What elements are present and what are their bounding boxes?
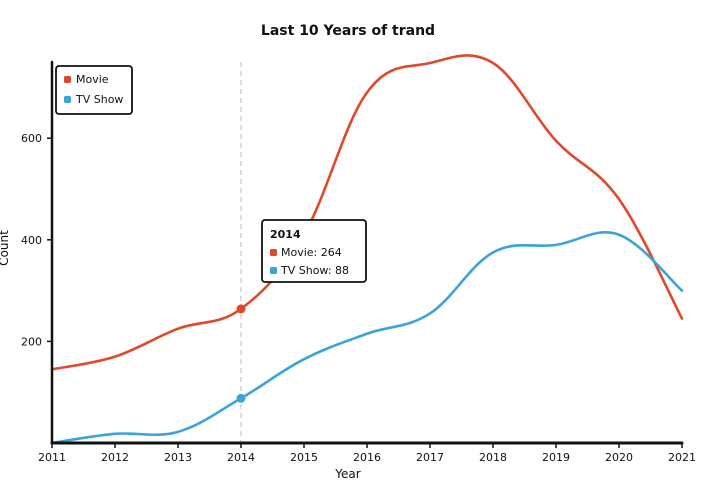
x-tick-label: 2021 [668, 451, 696, 464]
y-tick-label: 200 [21, 335, 42, 348]
chart-title: Last 10 Years of trand [261, 23, 435, 39]
x-tick-label: 2012 [101, 451, 129, 464]
tooltip-title: 2014 [270, 228, 301, 241]
x-tick-label: 2018 [479, 451, 507, 464]
tooltip: 2014 Movie: 264 TV Show: 88 [261, 219, 367, 283]
tooltip-swatch [270, 249, 277, 256]
legend-label-movie[interactable]: Movie [76, 73, 109, 86]
x-tick-label: 2015 [290, 451, 318, 464]
legend-label-tv-show[interactable]: TV Show [75, 93, 123, 106]
x-tick-label: 2017 [416, 451, 444, 464]
legend-swatch-movie [64, 76, 71, 83]
y-tick-label: 600 [21, 132, 42, 145]
legend-box [55, 65, 133, 115]
x-tick-label: 2019 [542, 451, 570, 464]
hover-point-movie[interactable] [236, 304, 246, 314]
y-tick-label: 400 [21, 234, 42, 247]
x-tick-label: 2016 [353, 451, 381, 464]
legend-swatch-tv-show [64, 96, 71, 103]
tooltip-box [261, 219, 367, 283]
series-line-tv-show [50, 231, 684, 445]
x-tick-label: 2013 [164, 451, 192, 464]
tooltip-item: TV Show: 88 [280, 264, 349, 277]
series-line-movie [50, 54, 684, 371]
x-tick-label: 2014 [227, 451, 255, 464]
tooltip-item: Movie: 264 [281, 246, 342, 259]
x-axis-title: Year [334, 467, 360, 481]
tooltip-swatch [270, 267, 277, 274]
legend: Movie TV Show [55, 65, 133, 115]
y-axis-title: Count [0, 230, 11, 266]
hover-point-tv-show[interactable] [236, 393, 246, 403]
x-tick-label: 2011 [38, 451, 66, 464]
x-tick-label: 2020 [605, 451, 633, 464]
